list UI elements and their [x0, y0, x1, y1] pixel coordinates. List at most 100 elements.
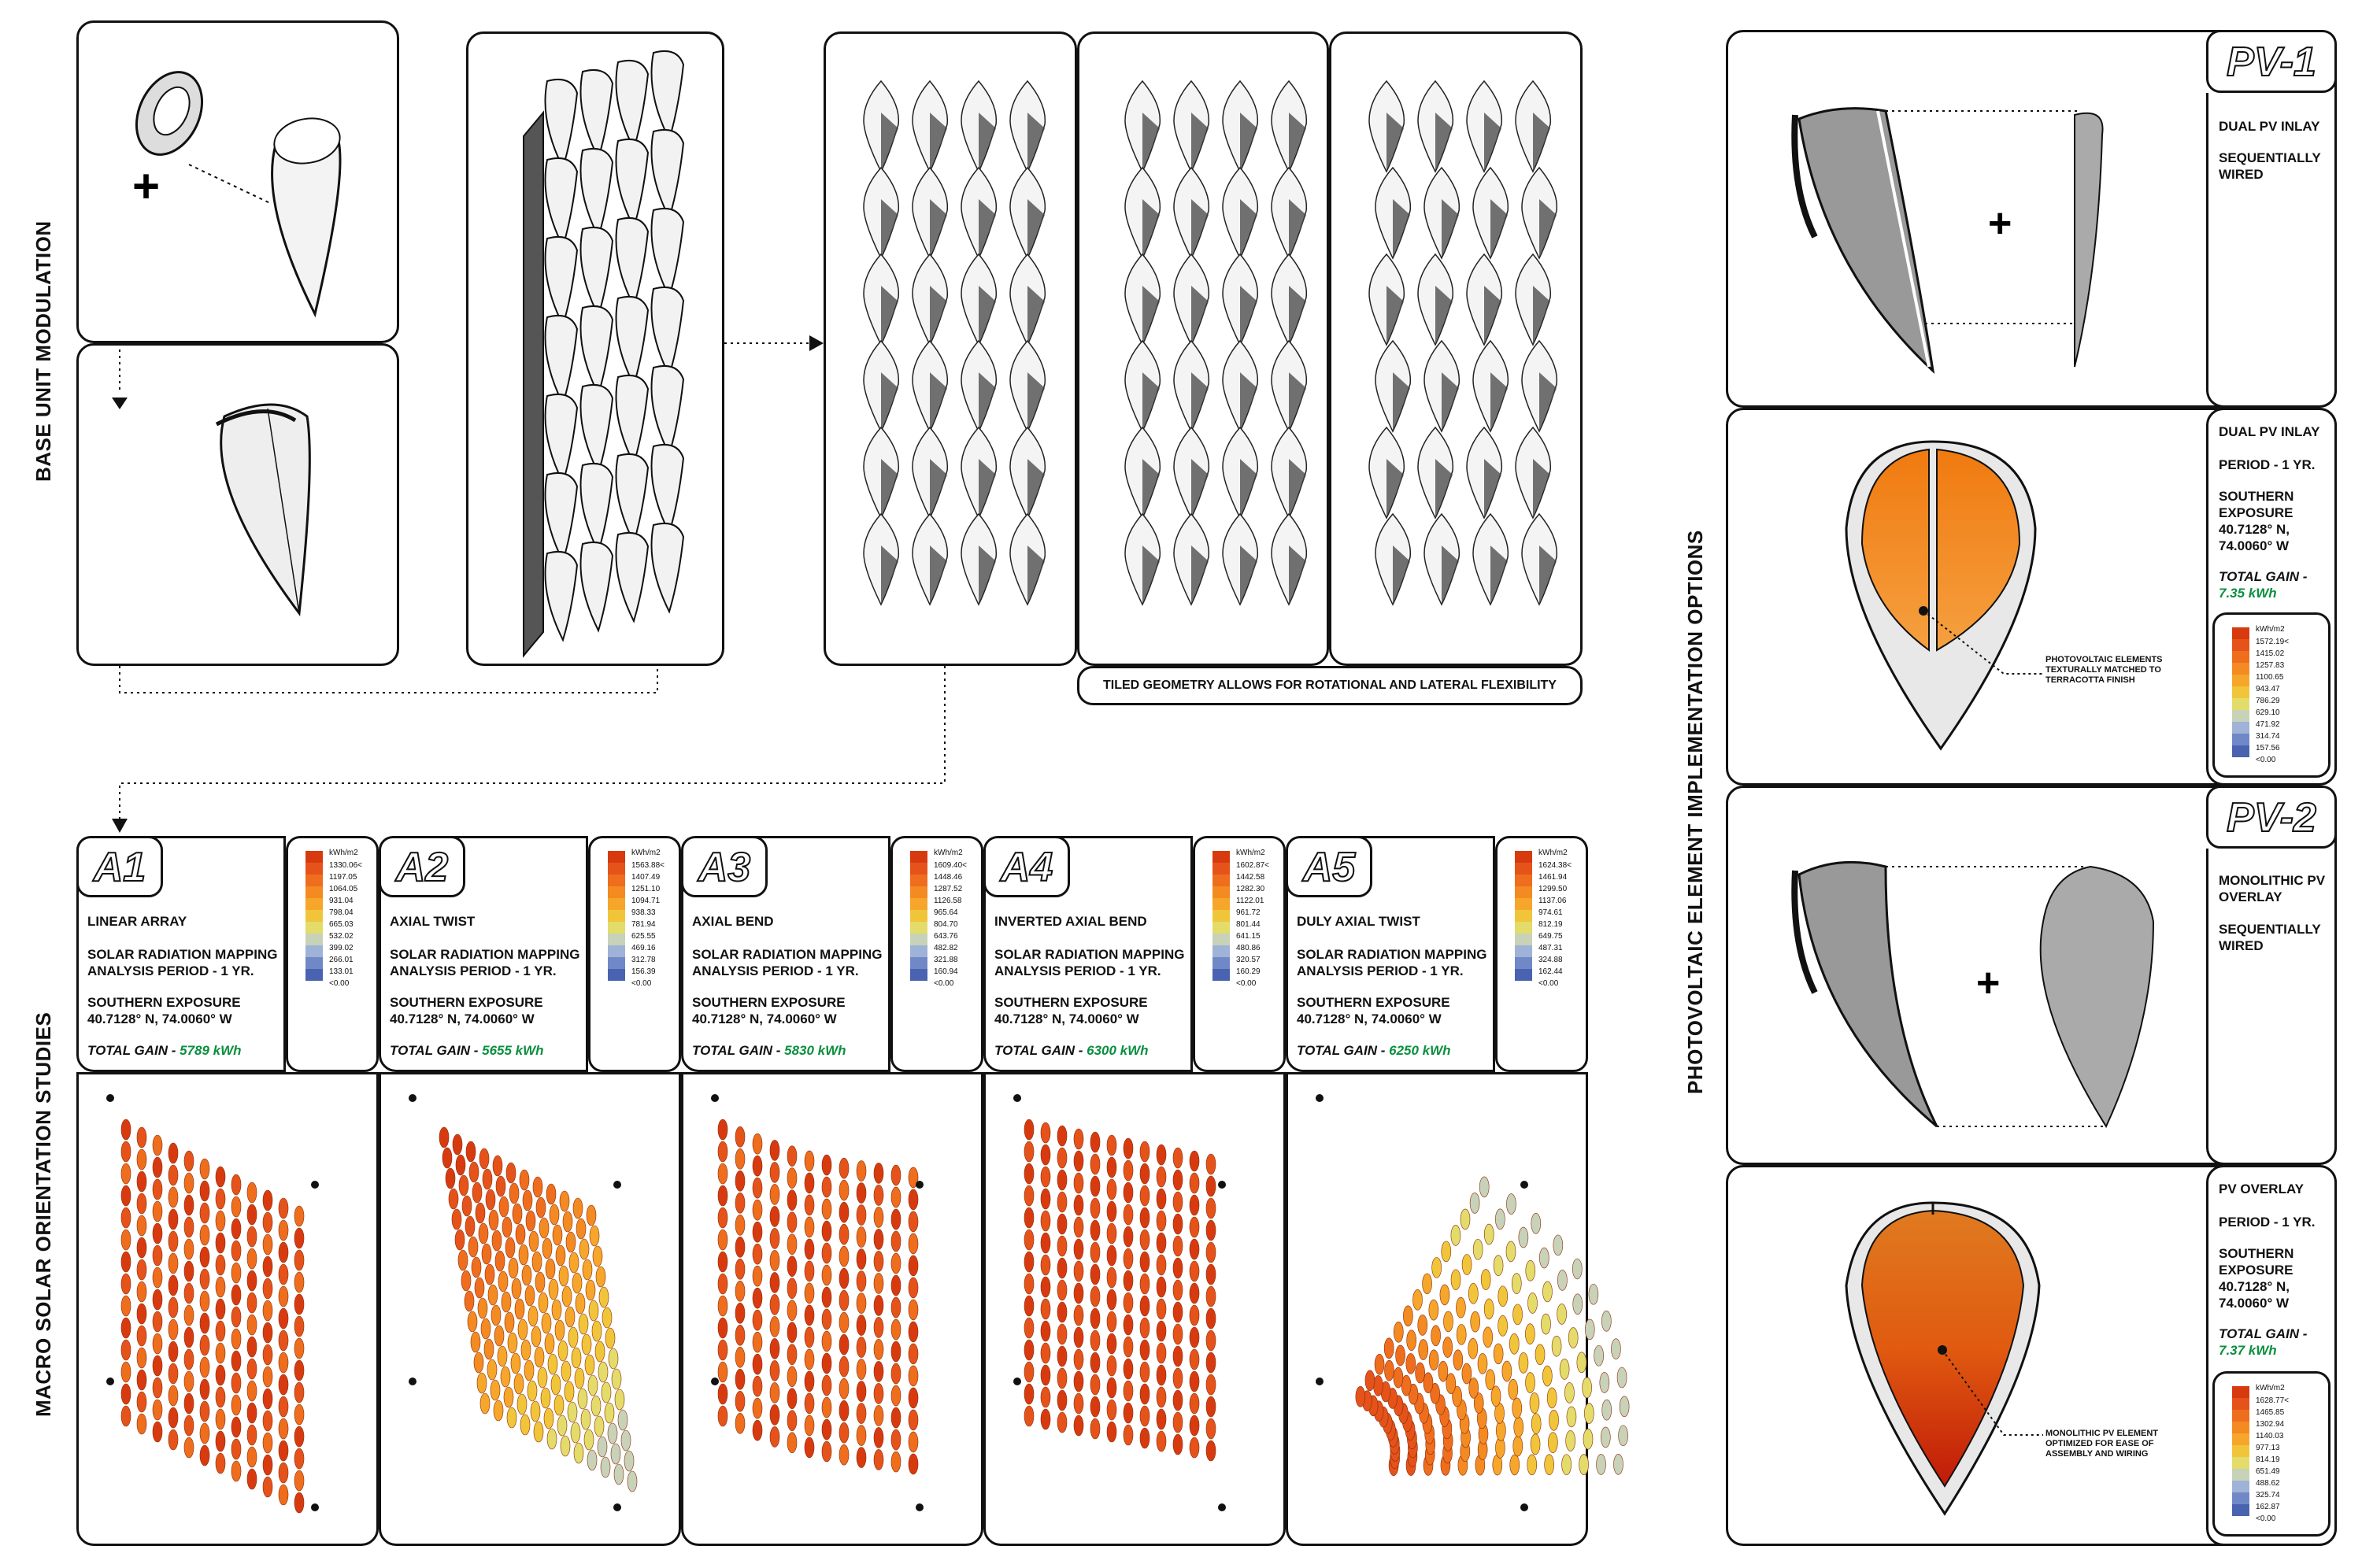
- radiation-unit: [873, 1207, 884, 1228]
- stack-unit: [579, 462, 614, 554]
- legend-swatch: [2232, 745, 2249, 757]
- radiation-unit: [502, 1216, 513, 1238]
- radiation-unit: [473, 1352, 484, 1374]
- radiation-unit: [1090, 1285, 1101, 1307]
- radiation-unit: [890, 1230, 901, 1252]
- radiation-unit: [890, 1252, 901, 1274]
- radiation-unit: [246, 1292, 257, 1314]
- radiation-unit: [294, 1205, 305, 1227]
- legend-value: 321.88: [934, 956, 958, 964]
- radiation-unit: [246, 1336, 257, 1358]
- radiation-unit: [464, 1290, 475, 1312]
- study-a4-badge: A4: [983, 836, 1070, 897]
- radiation-unit: [908, 1211, 919, 1233]
- radiation-unit: [554, 1319, 565, 1341]
- radiation-unit: [1057, 1257, 1068, 1279]
- stack-unit: [650, 522, 685, 614]
- tiling-pattern-1: [863, 80, 1046, 606]
- radiation-unit: [735, 1192, 746, 1214]
- radiation-unit: [278, 1462, 289, 1484]
- radiation-unit: [856, 1337, 867, 1358]
- radiation-unit: [152, 1377, 163, 1399]
- radiation-unit: [1506, 1193, 1516, 1215]
- radiation-unit: [183, 1326, 194, 1348]
- tile-shadow: [1539, 545, 1557, 605]
- legend-value: 961.72: [1236, 908, 1261, 917]
- radiation-unit: [1539, 1247, 1549, 1269]
- radiation-unit: [839, 1267, 850, 1289]
- radiation-unit: [890, 1164, 901, 1186]
- tile-shadow: [979, 113, 996, 172]
- legend-value: 482.82: [934, 944, 958, 952]
- radiation-unit: [168, 1208, 179, 1230]
- tile-shadow: [1435, 459, 1453, 518]
- radiation-unit: [231, 1218, 242, 1240]
- radiation-unit: [278, 1307, 289, 1329]
- radiation-unit: [1090, 1418, 1101, 1440]
- radiation-unit: [1456, 1296, 1466, 1318]
- radiation-unit: [231, 1460, 242, 1482]
- legend-value: 325.74: [2256, 1491, 2280, 1500]
- radiation-unit: [531, 1251, 542, 1273]
- tile-shadow: [930, 459, 947, 518]
- radiation-unit: [215, 1188, 226, 1210]
- radiation-unit: [136, 1281, 147, 1303]
- radiation-unit: [136, 1303, 147, 1325]
- radiation-unit: [505, 1162, 516, 1184]
- legend-value: 786.29: [2256, 697, 2280, 705]
- legend-swatch: [608, 934, 625, 945]
- radiation-unit: [445, 1167, 456, 1189]
- radiation-unit: [787, 1322, 798, 1344]
- radiation-unit: [1205, 1352, 1216, 1374]
- radiation-unit: [856, 1425, 867, 1446]
- legend-swatch: [305, 863, 323, 875]
- radiation-unit: [246, 1424, 257, 1446]
- radiation-unit: [873, 1339, 884, 1360]
- radiation-unit: [565, 1306, 576, 1328]
- radiation-unit: [152, 1156, 163, 1178]
- radiation-unit: [1123, 1380, 1134, 1402]
- legend-swatch: [2232, 1492, 2249, 1504]
- radiation-unit: [199, 1422, 210, 1444]
- radiation-unit: [1139, 1383, 1150, 1405]
- legend-swatch: [1212, 863, 1230, 875]
- bound-point: [409, 1378, 416, 1385]
- legend-value: 1563.88<: [631, 861, 665, 870]
- radiation-unit: [1205, 1219, 1216, 1241]
- radiation-unit: [1090, 1219, 1101, 1241]
- radiation-unit: [787, 1432, 798, 1454]
- legend-swatch: [1515, 886, 1532, 898]
- bound-point: [409, 1094, 416, 1102]
- legend-value: 965.64: [934, 908, 958, 917]
- radiation-unit: [769, 1426, 780, 1448]
- legend-swatch: [2232, 675, 2249, 686]
- radiation-unit: [294, 1293, 305, 1315]
- legend-swatch: [1212, 851, 1230, 863]
- radiation-unit: [1461, 1254, 1472, 1275]
- radiation-unit: [1139, 1207, 1150, 1229]
- radiation-unit: [537, 1366, 548, 1389]
- legend-value: 1094.71: [631, 897, 661, 905]
- radiation-unit: [587, 1374, 598, 1396]
- radiation-unit: [120, 1405, 131, 1427]
- radiation-unit: [294, 1492, 305, 1514]
- radiation-unit: [1139, 1317, 1150, 1339]
- legend-value: 157.56: [2256, 744, 2280, 753]
- radiation-unit: [1156, 1210, 1167, 1232]
- radiation-unit: [873, 1273, 884, 1294]
- tile-shadow: [1240, 545, 1257, 605]
- radiation-unit: [262, 1233, 273, 1256]
- radiation-unit: [262, 1211, 273, 1233]
- legend-value: <0.00: [631, 979, 652, 988]
- radiation-unit: [1040, 1232, 1051, 1254]
- radiation-unit: [544, 1333, 555, 1355]
- radiation-unit: [787, 1344, 798, 1366]
- legend-swatch: [1515, 851, 1532, 863]
- radiation-unit: [1559, 1359, 1570, 1380]
- base-unit-components-panel: +: [76, 20, 399, 343]
- bound-point: [106, 1094, 114, 1102]
- legend-value: 1448.46: [934, 873, 963, 882]
- radiation-unit: [873, 1317, 884, 1338]
- pv1-exploded-drawing: +: [1791, 107, 2104, 375]
- radiation-unit: [908, 1167, 919, 1189]
